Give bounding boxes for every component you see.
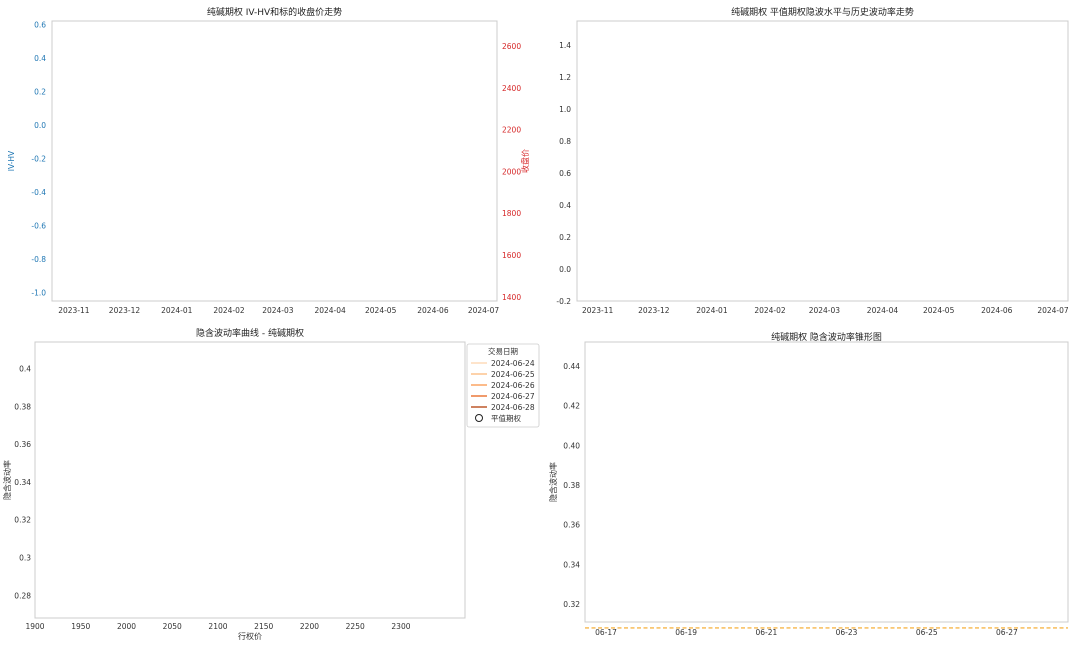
chart-1-xtick: 2024-05 (365, 306, 397, 315)
chart-4-xtick: 06-25 (916, 628, 938, 637)
chart-2-xtick: 2024-06 (981, 306, 1013, 315)
chart-3-xtick: 2000 (117, 622, 136, 631)
chart-4-xtick: 06-23 (836, 628, 858, 637)
chart-1-ytick: 0.6 (34, 20, 46, 29)
chart-2-xtick: 2024-03 (809, 306, 841, 315)
chart-2-xtick: 2024-01 (696, 306, 728, 315)
legend-label-3: 2024-06-27 (491, 392, 535, 401)
chart-3-ytick: 0.34 (14, 478, 31, 487)
chart-4-ytick: 0.42 (563, 402, 580, 411)
chart-4-title: 纯碱期权 隐含波动率锥形图 (771, 331, 882, 343)
chart-3-xtick: 2200 (300, 622, 319, 631)
chart-1-xtick: 2024-07 (468, 306, 500, 315)
chart-3-ytick: 0.3 (19, 554, 31, 563)
legend-label-4: 2024-06-28 (491, 403, 535, 412)
chart-1-y2tick: 1600 (502, 251, 521, 260)
chart-4-xtick: 06-27 (996, 628, 1018, 637)
chart-1-ytick: -0.6 (31, 222, 46, 231)
chart-3-ytick: 0.36 (14, 440, 31, 449)
chart-2-ytick: 1.4 (559, 41, 571, 50)
chart-1-y2tick: 2200 (502, 126, 521, 135)
chart-4-ytick: 0.32 (563, 600, 580, 609)
chart-1-y2tick: 1800 (502, 209, 521, 218)
chart-2-title: 纯碱期权 平值期权隐波水平与历史波动率走势 (731, 6, 914, 18)
chart-3-xtick: 2100 (208, 622, 227, 631)
chart-1-y2tick: 2400 (502, 84, 521, 93)
chart-1-y2label: 收盘价 (520, 149, 530, 173)
chart-1-xtick: 2024-04 (314, 306, 346, 315)
chart-3-xtick: 2300 (391, 622, 410, 631)
chart-2-xtick: 2024-05 (923, 306, 955, 315)
chart-3-ytick: 0.38 (14, 402, 31, 411)
chart-2-xtick: 2023-11 (582, 306, 614, 315)
chart-2-xtick: 2024-02 (754, 306, 786, 315)
chart-3-ylabel: 隐含波动率 (2, 460, 12, 500)
chart-4-ytick: 0.44 (563, 362, 580, 371)
chart-1-ytick: -0.2 (31, 154, 46, 163)
chart-1-xtick: 2024-06 (417, 306, 449, 315)
legend-label-2: 2024-06-26 (491, 381, 535, 390)
chart-1-ylabel: IV-HV (7, 150, 16, 171)
chart-4-ytick: 0.38 (563, 481, 580, 490)
chart-1-xtick: 2024-02 (213, 306, 245, 315)
plot-area (51, 20, 498, 302)
chart-1-y2tick: 2600 (502, 42, 521, 51)
chart-3-xtick: 2150 (254, 622, 273, 631)
legend-title: 交易日期 (488, 346, 518, 356)
chart-1-xtick: 2023-12 (109, 306, 141, 315)
chart-3-xtick: 1950 (71, 622, 90, 631)
chart-4-xtick: 06-19 (675, 628, 697, 637)
chart-1-ytick: -1.0 (31, 289, 46, 298)
chart-3-xtick: 2250 (346, 622, 365, 631)
legend-label-0: 2024-06-24 (491, 359, 535, 368)
chart-2-ytick: 1.2 (559, 73, 571, 82)
chart-2-ytick: 0.4 (559, 201, 571, 210)
chart-1-xtick: 2024-01 (161, 306, 193, 315)
chart-2-xtick: 2023-12 (638, 306, 670, 315)
legend-box (466, 343, 540, 428)
chart-4-ylabel: 隐含波动率 (548, 462, 558, 502)
chart-4-xtick: 06-17 (595, 628, 617, 637)
chart-1-xtick: 2023-11 (58, 306, 90, 315)
chart-3-ytick: 0.32 (14, 516, 31, 525)
chart-3-title: 隐含波动率曲线 - 纯碱期权 (196, 327, 304, 339)
chart-2-ytick: 0.2 (559, 233, 571, 242)
chart-1-title: 纯碱期权 IV-HV和标的收盘价走势 (207, 6, 342, 18)
chart-1-ytick: -0.8 (31, 255, 46, 264)
plot-area (34, 341, 466, 619)
chart-4-ytick: 0.36 (563, 521, 580, 530)
legend-label-1: 2024-06-25 (491, 370, 535, 379)
legend-label-5: 平值期权 (491, 413, 521, 423)
chart-1-xtick: 2024-03 (262, 306, 294, 315)
chart-1-ytick: 0.4 (34, 54, 46, 63)
chart-2-ytick: 0.6 (559, 169, 571, 178)
chart-1-y2tick: 1400 (502, 293, 521, 302)
chart-3-xtick: 1900 (25, 622, 44, 631)
chart-3-xtick: 2050 (163, 622, 182, 631)
chart-1-y2tick: 2000 (502, 167, 521, 176)
chart-2-ytick: 0.8 (559, 137, 571, 146)
chart-1-ytick: 0.2 (34, 87, 46, 96)
chart-1-ytick: 0.0 (34, 121, 46, 130)
chart-4-ytick: 0.40 (563, 441, 580, 450)
chart-2-ytick: -0.2 (556, 297, 571, 306)
legend-marker-5 (475, 414, 483, 422)
plot-area (584, 341, 1069, 623)
chart-1-ytick: -0.4 (31, 188, 46, 197)
chart-3-ytick: 0.28 (14, 591, 31, 600)
chart-4-xtick: 06-21 (755, 628, 777, 637)
chart-3-xlabel: 行权价 (238, 631, 262, 641)
chart-2-ytick: 1.0 (559, 105, 571, 114)
chart-2-ytick: 0.0 (559, 265, 571, 274)
chart-2-xtick: 2024-07 (1037, 306, 1069, 315)
chart-4-ytick: 0.34 (563, 560, 580, 569)
chart-2-xtick: 2024-04 (867, 306, 899, 315)
plot-area (576, 20, 1069, 302)
chart-3-ytick: 0.4 (19, 364, 31, 373)
